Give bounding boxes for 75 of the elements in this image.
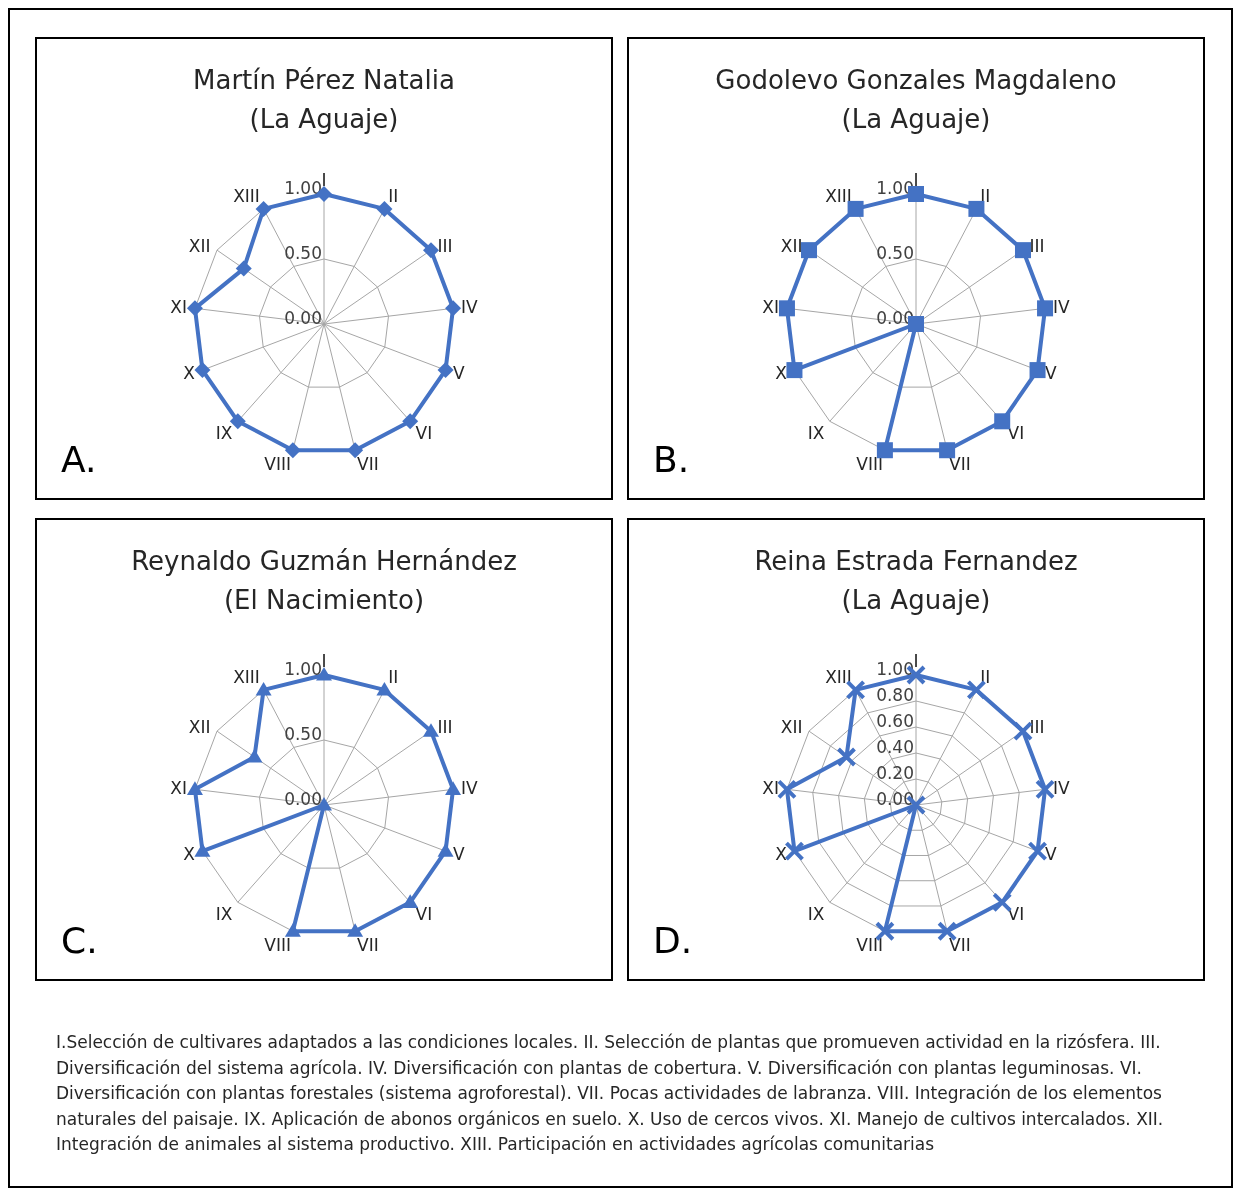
spoke-label: II xyxy=(388,666,399,687)
spoke-label: X xyxy=(183,362,196,383)
spoke-label: VI xyxy=(415,904,433,925)
chart-subtitle: (El Nacimiento) xyxy=(222,584,426,617)
spoke-label: VII xyxy=(357,454,379,475)
y-tick-label: 0.50 xyxy=(284,724,322,744)
chart-subtitle: (La Aguaje) xyxy=(840,584,992,617)
spoke-label: IV xyxy=(1052,297,1071,318)
spoke-label: IX xyxy=(215,423,233,444)
text: C. xyxy=(61,920,98,961)
spoke-label: II xyxy=(388,185,399,206)
spoke-label: VI xyxy=(415,423,433,444)
spoke-label: I xyxy=(913,651,919,671)
spoke-label: VIII xyxy=(856,935,883,956)
y-tick-label: 0.50 xyxy=(284,243,322,263)
spoke-label: II xyxy=(980,185,991,206)
y-tick-label: 0.50 xyxy=(876,243,914,263)
spoke-label: XIII xyxy=(825,185,852,206)
spoke-label: VIII xyxy=(856,454,883,475)
spoke-label: III xyxy=(1029,235,1045,256)
y-tick-label: 1.00 xyxy=(284,178,322,198)
text: D. xyxy=(653,920,693,961)
spoke-label: VIII xyxy=(264,454,291,475)
chart-subtitle: (La Aguaje) xyxy=(840,103,992,136)
spoke-label: XI xyxy=(762,297,780,318)
chart-title: Godolevo Gonzales Magdaleno xyxy=(714,64,1118,97)
spoke-label: XII xyxy=(780,716,803,737)
spoke-label: X xyxy=(775,843,788,864)
y-tick-label: 0.60 xyxy=(876,711,914,731)
spoke-label: XIII xyxy=(825,666,852,687)
spoke-label: XI xyxy=(762,778,780,799)
y-tick-label: 0.00 xyxy=(876,789,914,809)
y-tick-label: 1.00 xyxy=(284,659,322,679)
spoke-label: III xyxy=(1029,716,1045,737)
spoke-label: XI xyxy=(170,297,188,318)
y-tick-label: 0.00 xyxy=(284,308,322,328)
spoke-label: VII xyxy=(357,935,379,956)
spoke-label: I xyxy=(321,651,327,671)
spoke-label: XI xyxy=(170,778,188,799)
spoke-label: III xyxy=(437,716,453,737)
chart-title: Reina Estrada Fernandez xyxy=(753,545,1079,578)
spoke-label: V xyxy=(453,362,466,383)
spoke-label: IX xyxy=(807,904,825,925)
spoke-label: XII xyxy=(780,235,803,256)
spoke-label: XIII xyxy=(233,185,260,206)
spoke-label: IX xyxy=(215,904,233,925)
text: A. xyxy=(61,439,97,480)
spoke-label: IV xyxy=(1052,778,1071,799)
spoke-label: I xyxy=(321,170,327,190)
spoke-label: IV xyxy=(460,778,479,799)
spoke-label: X xyxy=(775,362,788,383)
spoke-label: IV xyxy=(460,297,479,318)
y-tick-label: 0.40 xyxy=(876,737,914,757)
y-tick-label: 0.80 xyxy=(876,685,914,705)
spoke-label: V xyxy=(1045,843,1058,864)
spoke-label: V xyxy=(1045,362,1058,383)
chart-title: Reynaldo Guzmán Hernández xyxy=(130,545,518,578)
chart-title: Martín Pérez Natalia xyxy=(192,64,456,97)
spoke-label: VIII xyxy=(264,935,291,956)
text: B. xyxy=(653,439,690,480)
spoke-label: IX xyxy=(807,423,825,444)
y-tick-label: 0.00 xyxy=(284,789,322,809)
spoke-label: III xyxy=(437,235,453,256)
spoke-label: V xyxy=(453,843,466,864)
spoke-label: X xyxy=(183,843,196,864)
chart-subtitle: (La Aguaje) xyxy=(248,103,400,136)
spoke-label: XIII xyxy=(233,666,260,687)
spoke-label: II xyxy=(980,666,991,687)
spoke-label: VII xyxy=(949,454,971,475)
spoke-label: XII xyxy=(188,716,211,737)
spoke-label: XII xyxy=(188,235,211,256)
spoke-label: I xyxy=(913,170,919,190)
text: I.Selección de cultivares adaptados a las condiciones locales. II. Selección de plantas que promueven actividad en la rizósfera. III. Diversificación del sistema agrícola. IV. Diversificación con plantas de cobertura. V. Diversificación con plantas leguminosas. VI. Diversificación con plantas forestales (sistema agroforestal). VII. Pocas actividades de labranza. VIII. Integración de los elementos naturales del paisaje. IX. Aplicación de abonos orgánicos en suelo. X. Uso de cercos vivos. XI. Manejo de cultivos intercalados. XII. Integración de animales al sistema productivo. XIII. Participación en actividades agrícolas comunitarias xyxy=(56,1031,1165,1156)
y-tick-label: 0.20 xyxy=(876,763,914,783)
spoke-label: VII xyxy=(949,935,971,956)
